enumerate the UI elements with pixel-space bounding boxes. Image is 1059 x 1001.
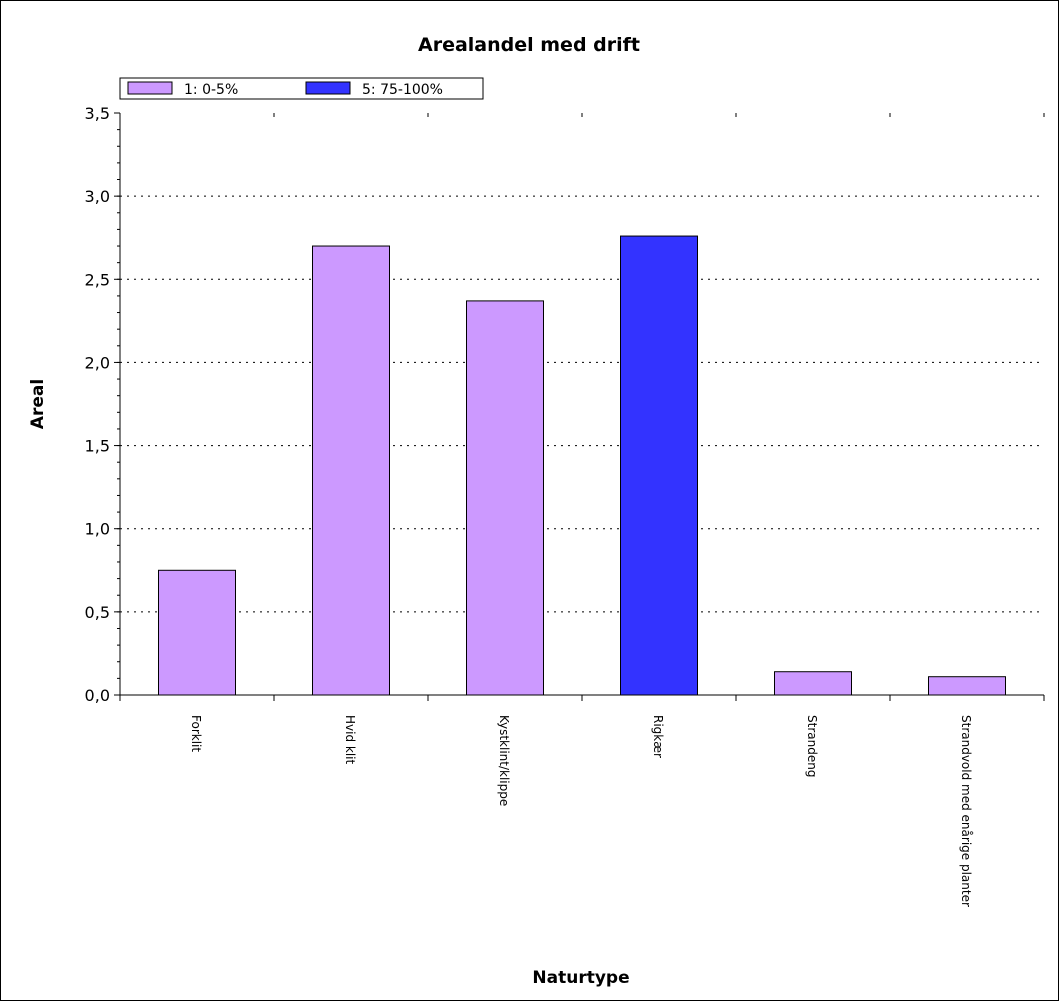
legend-swatch	[305, 81, 351, 95]
bar	[158, 569, 236, 696]
axes	[114, 112, 1045, 701]
x-axis-label: Naturtype	[532, 968, 629, 988]
y-tick-label: 0,0	[85, 686, 110, 705]
y-axis-label: Areal	[28, 379, 48, 429]
legend-label: 5: 75-100%	[362, 82, 443, 98]
y-tick-label: 3,0	[85, 187, 110, 206]
y-tick-label: 1,0	[85, 520, 110, 539]
x-tick-label: Strandvold med enårige planter	[959, 715, 973, 907]
x-tick-label: Kystklint/klippe	[497, 715, 511, 806]
legend-label: 1: 0-5%	[184, 82, 238, 98]
y-tick-label: 2,0	[85, 353, 110, 372]
bar	[312, 245, 390, 696]
legend: 1: 0-5% 5: 75-100%	[119, 77, 484, 100]
x-tick-label: Hvid klit	[343, 715, 357, 765]
y-tick-label: 3,5	[85, 104, 110, 123]
y-tick-label: 2,5	[85, 270, 110, 289]
bar	[466, 300, 544, 696]
x-tick-labels: Forklit Hvid klit Kystklint/klippe Rigkær St…	[189, 715, 973, 907]
x-tick-label: Strandeng	[805, 715, 819, 777]
gridlines	[120, 195, 1044, 613]
y-tick-label: 0,5	[85, 603, 110, 622]
bar	[620, 235, 698, 696]
bar	[774, 671, 852, 696]
legend-swatch	[127, 81, 173, 95]
bars	[158, 235, 1006, 696]
legend-box	[119, 77, 484, 100]
bar	[928, 676, 1006, 696]
x-tick-label: Forklit	[189, 715, 203, 752]
y-tick-label: 1,5	[85, 437, 110, 456]
y-tick-labels: 0,0 0,5 1,0 1,5 2,0 2,5 3,0 3,5	[85, 104, 110, 705]
chart-title: Arealandel med drift	[418, 34, 640, 56]
x-tick-label: Rigkær	[651, 715, 665, 758]
